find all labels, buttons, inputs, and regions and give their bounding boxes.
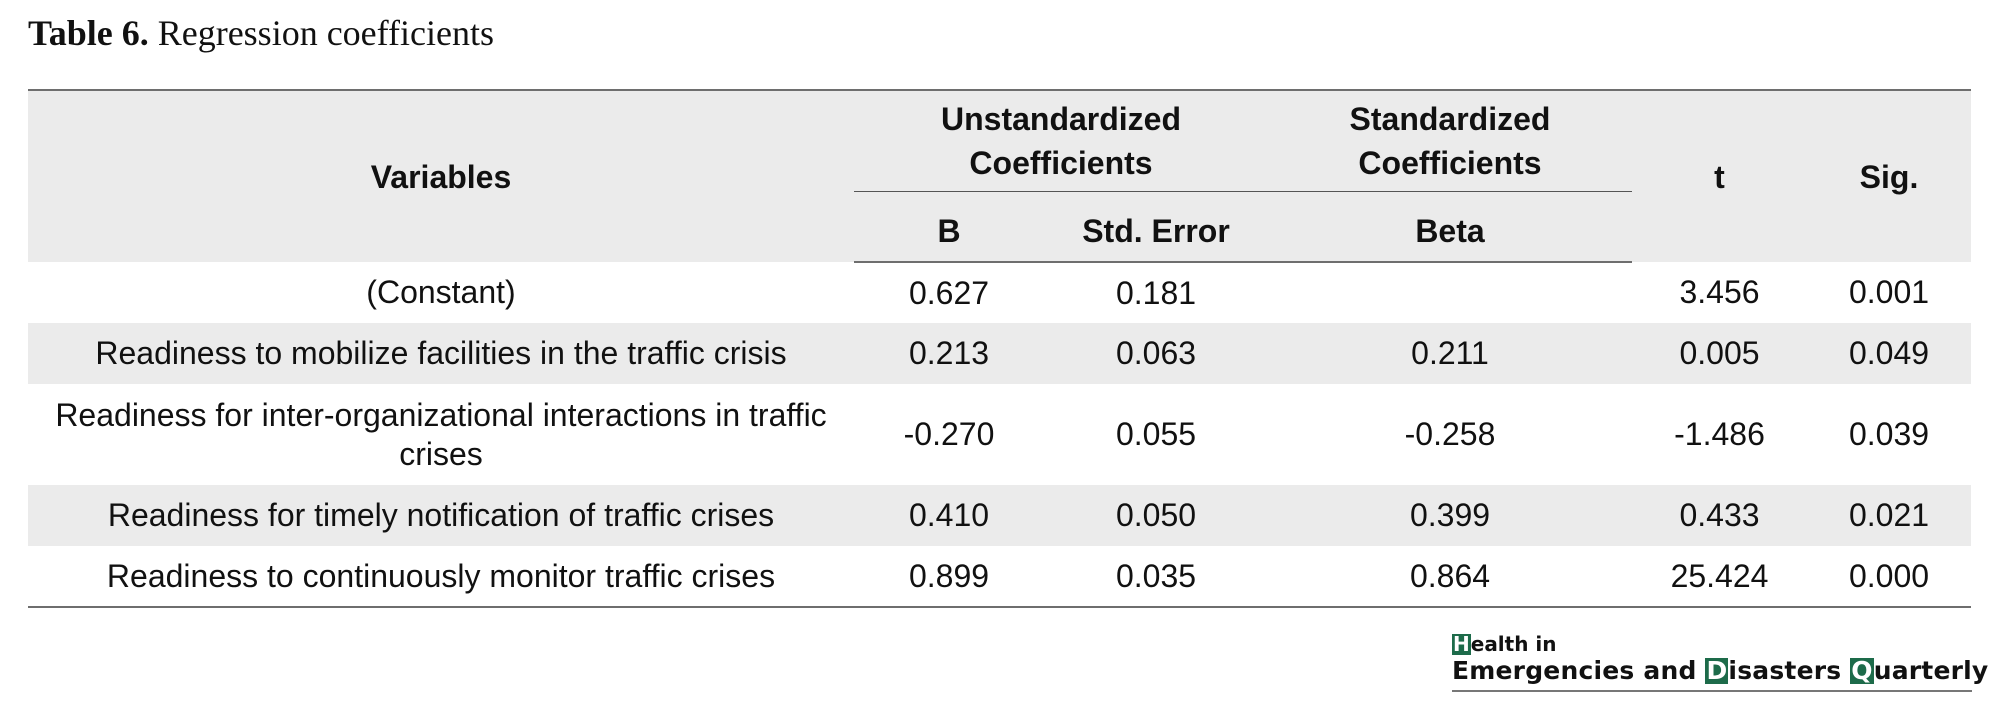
logo-word-emergencies: Emergencies and	[1452, 656, 1706, 685]
logo-underline	[1452, 690, 1972, 692]
header-unstandardized-coefficients: Unstandardized Coefficients	[854, 89, 1268, 200]
header-standardized-line2: Coefficients	[1358, 145, 1542, 181]
cell-variable: Readiness to continuously monitor traffi…	[28, 546, 854, 608]
cell-std-error: 0.181	[1115, 274, 1197, 311]
table-row: Readiness for inter-organizational inter…	[28, 384, 1971, 485]
table-row: (Constant) 0.627 0.181 3.456 0.001	[28, 262, 1971, 323]
header-variables: Variables	[28, 89, 854, 262]
header-unstandardized-line1: Unstandardized	[940, 101, 1182, 137]
header-unstandardized-line2: Coefficients	[969, 145, 1153, 181]
cell-std-error: 0.055	[1115, 416, 1197, 452]
logo-word-disasters: isasters	[1728, 656, 1851, 685]
cell-t: -1.486	[1674, 416, 1765, 452]
cell-beta: -0.258	[1404, 416, 1496, 452]
cell-b: 0.899	[854, 546, 1044, 608]
table-caption-label: Table 6.	[28, 13, 149, 53]
logo-word-quarterly: uarterly	[1873, 656, 1989, 685]
cell-b: 0.627	[908, 274, 990, 311]
journal-logo: Health in Emergencies and Disasters Quar…	[1452, 632, 1988, 692]
regression-table: Variables Unstandardized Coefficients St…	[28, 89, 1971, 608]
header-standardized-line1: Standardized	[1349, 101, 1551, 137]
table-row: Readiness for timely notification of tra…	[28, 485, 1971, 546]
cell-beta: 0.864	[1268, 546, 1632, 608]
cell-t: 0.433	[1679, 497, 1760, 533]
cell-beta: 0.399	[1409, 497, 1491, 533]
table-row: Readiness to continuously monitor traffi…	[28, 546, 1971, 608]
cell-sig: 0.039	[1848, 416, 1930, 452]
logo-initial-d: D	[1705, 656, 1729, 685]
logo-initial-h: H	[1452, 632, 1471, 656]
cell-b: -0.270	[903, 416, 995, 452]
cell-t: 0.005	[1679, 335, 1760, 371]
cell-b: 0.213	[908, 335, 990, 371]
cell-sig: 0.049	[1848, 335, 1930, 371]
cell-beta	[1268, 262, 1632, 323]
table-body: (Constant) 0.627 0.181 3.456 0.001 Readi…	[28, 262, 1971, 608]
logo-line1-text: ealth in	[1470, 632, 1557, 656]
logo-line1: Health in	[1452, 632, 1557, 656]
header-b: B	[854, 200, 1044, 263]
logo-initial-q: Q	[1850, 656, 1874, 685]
header-sig: Sig.	[1807, 89, 1971, 262]
table-header: Variables Unstandardized Coefficients St…	[28, 89, 1971, 263]
header-t: t	[1632, 89, 1807, 262]
cell-sig: 0.021	[1848, 497, 1930, 533]
cell-variable: (Constant)	[366, 274, 516, 310]
cell-sig: 0.001	[1848, 274, 1930, 310]
cell-std-error: 0.063	[1115, 335, 1197, 371]
table-caption: Table 6. Regression coefficients	[28, 12, 494, 54]
cell-t: 3.456	[1679, 274, 1760, 310]
header-standardized-coefficients: Standardized Coefficients	[1268, 89, 1632, 200]
cell-variable: Readiness for timely notification of tra…	[107, 497, 775, 533]
cell-std-error: 0.050	[1115, 497, 1197, 533]
cell-variable: Readiness to mobilize facilities in the …	[95, 335, 787, 371]
logo-line2: Emergencies and Disasters Quarterly	[1452, 656, 1988, 685]
header-std-error: Std. Error	[1044, 200, 1268, 263]
cell-variable: Readiness for inter-organizational inter…	[55, 396, 827, 472]
table-caption-title: Regression coefficients	[157, 13, 494, 53]
table-row: Readiness to mobilize facilities in the …	[28, 323, 1971, 384]
cell-std-error: 0.035	[1044, 546, 1268, 608]
cell-sig: 0.000	[1807, 546, 1971, 608]
header-beta: Beta	[1268, 200, 1632, 263]
cell-t: 25.424	[1632, 546, 1807, 608]
cell-beta: 0.211	[1411, 335, 1489, 371]
cell-b: 0.410	[908, 497, 990, 533]
